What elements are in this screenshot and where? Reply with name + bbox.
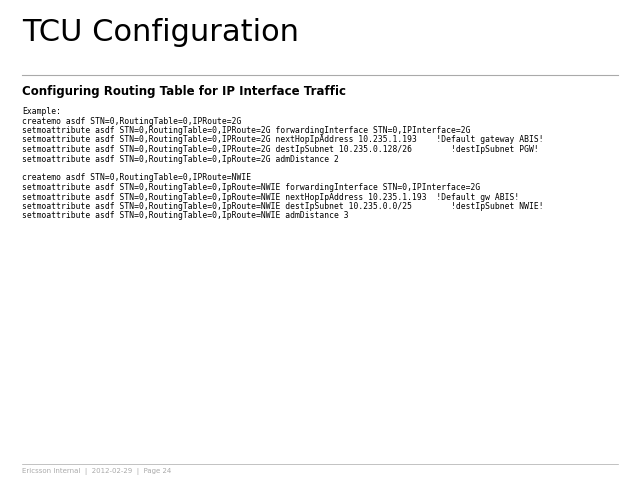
Text: Ericsson Internal  |  2012-02-29  |  Page 24: Ericsson Internal | 2012-02-29 | Page 24 xyxy=(22,468,172,475)
Text: createmo asdf STN=0,RoutingTable=0,IPRoute=NWIE: createmo asdf STN=0,RoutingTable=0,IPRou… xyxy=(22,173,251,182)
Text: Example:: Example: xyxy=(22,107,61,116)
Text: setmoattribute asdf STN=0,RoutingTable=0,IpRoute=2G admDistance 2: setmoattribute asdf STN=0,RoutingTable=0… xyxy=(22,155,339,164)
Text: setmoattribute asdf STN=0,RoutingTable=0,IpRoute=NWIE nextHopIpAddress 10.235.1.: setmoattribute asdf STN=0,RoutingTable=0… xyxy=(22,192,519,202)
Text: setmoattribute asdf STN=0,RoutingTable=0,IPRoute=2G nextHopIpAddress 10.235.1.19: setmoattribute asdf STN=0,RoutingTable=0… xyxy=(22,135,543,144)
Text: setmoattribute asdf STN=0,RoutingTable=0,IpRoute=NWIE admDistance 3: setmoattribute asdf STN=0,RoutingTable=0… xyxy=(22,212,349,220)
Text: setmoattribute asdf STN=0,RoutingTable=0,IpRoute=NWIE forwardingInterface STN=0,: setmoattribute asdf STN=0,RoutingTable=0… xyxy=(22,183,480,192)
Text: setmoattribute asdf STN=0,RoutingTable=0,IPRoute=2G destIpSubnet 10.235.0.128/26: setmoattribute asdf STN=0,RoutingTable=0… xyxy=(22,145,539,154)
Text: setmoattribute asdf STN=0,RoutingTable=0,IPRoute=2G forwardingInterface STN=0,IP: setmoattribute asdf STN=0,RoutingTable=0… xyxy=(22,126,470,135)
Text: setmoattribute asdf STN=0,RoutingTable=0,IpRoute=NWIE destIpSubnet 10.235.0.0/25: setmoattribute asdf STN=0,RoutingTable=0… xyxy=(22,202,543,211)
Text: createmo asdf STN=0,RoutingTable=0,IPRoute=2G: createmo asdf STN=0,RoutingTable=0,IPRou… xyxy=(22,117,241,125)
Text: ERICSSON: ERICSSON xyxy=(602,34,627,38)
Text: TCU Configuration: TCU Configuration xyxy=(22,18,299,47)
Text: Configuring Routing Table for IP Interface Traffic: Configuring Routing Table for IP Interfa… xyxy=(22,85,346,98)
